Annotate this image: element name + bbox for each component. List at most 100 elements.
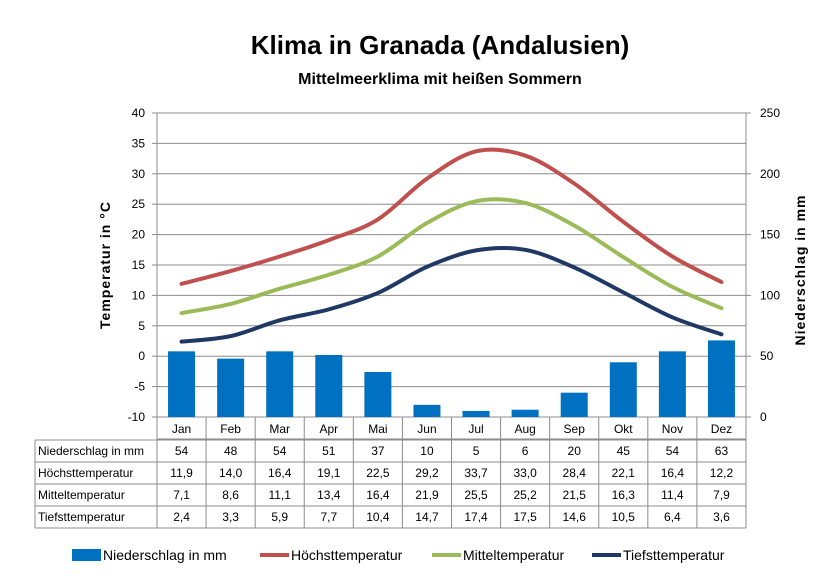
table-cell: 16,4 [268, 466, 292, 480]
left-tick-label: 25 [132, 197, 146, 211]
month-label: Jun [417, 422, 436, 436]
right-axis-title: Niederschlag in mm [792, 194, 808, 345]
table-cell: 10 [420, 444, 434, 458]
temperature-lines [179, 147, 724, 344]
table-cell: 14,0 [219, 466, 243, 480]
data-table: Jan Feb Mar Apr Mai Jun Jul Aug Sep Okt Nov Dez Nied… [34, 417, 747, 529]
right-tick-label: 250 [760, 106, 780, 120]
precipitation-bar [364, 372, 392, 417]
left-tick-label: 0 [138, 349, 145, 363]
month-label: Nov [662, 422, 683, 436]
left-tick-label: 5 [138, 319, 145, 333]
table-cell: 22,5 [366, 466, 390, 480]
left-axis-title: Temperatur in °C [97, 201, 113, 329]
table-cell: 37 [371, 444, 385, 458]
month-label: Apr [319, 422, 338, 436]
month-label: Jan [172, 422, 191, 436]
mitteltemperatur-line [179, 197, 724, 316]
table-cell: 21,9 [415, 488, 439, 502]
precipitation-bars [168, 340, 735, 417]
right-tick-label: 50 [760, 349, 774, 363]
table-row-label: Höchsttemperatur [38, 466, 133, 480]
table-cell: 6 [522, 444, 529, 458]
legend-swatch [72, 549, 101, 561]
left-tick-label: 10 [132, 288, 146, 302]
table-cell: 10,4 [366, 510, 390, 524]
table-cell: 54 [666, 444, 680, 458]
table-cell: 54 [175, 444, 189, 458]
month-label: Sep [564, 422, 586, 436]
month-label: Mai [368, 422, 387, 436]
table-cell: 16,4 [366, 488, 390, 502]
left-tick-label: -5 [134, 380, 145, 394]
hoechsttemperatur-line [179, 147, 724, 286]
precipitation-bar [168, 351, 196, 417]
precipitation-bar [511, 409, 539, 417]
legend-label: Niederschlag in mm [103, 547, 227, 563]
legend-label: Mitteltemperatur [463, 547, 564, 563]
table-cell: 21,5 [563, 488, 587, 502]
table-cell: 10,5 [612, 510, 636, 524]
table-cell: 17,4 [464, 510, 488, 524]
left-tick-label: 15 [132, 258, 146, 272]
table-cell: 25,2 [513, 488, 537, 502]
table-cell: 7,7 [320, 510, 337, 524]
right-tick-label: 150 [760, 228, 780, 242]
right-tick-label: 0 [760, 410, 767, 424]
month-label: Aug [514, 422, 535, 436]
table-cell: 16,4 [661, 466, 685, 480]
precipitation-bar [560, 392, 588, 417]
table-cell: 14,6 [563, 510, 587, 524]
table-cell: 48 [224, 444, 238, 458]
table-cell: 2,4 [173, 510, 190, 524]
precipitation-bar [217, 358, 245, 417]
table-cell: 13,4 [317, 488, 341, 502]
table-cell: 29,2 [415, 466, 439, 480]
precipitation-bar [413, 404, 441, 417]
table-cell: 11,1 [268, 488, 291, 502]
precipitation-bar [315, 354, 343, 417]
legend-label: Tiefsttemperatur [623, 547, 725, 563]
left-tick-label: 20 [132, 228, 146, 242]
table-cell: 45 [617, 444, 631, 458]
precipitation-bar [609, 362, 637, 417]
table-cell: 33,7 [464, 466, 488, 480]
table-cell: 11,9 [170, 466, 193, 480]
chart-title: Klima in Granada (Andalusien) [250, 30, 630, 60]
table-row-label: Mitteltemperatur [38, 488, 125, 502]
table-cell: 5 [473, 444, 480, 458]
table-cell: 51 [322, 444, 336, 458]
precipitation-bar [266, 351, 294, 417]
left-tick-label: 35 [132, 136, 146, 150]
table-cell: 14,7 [415, 510, 439, 524]
precipitation-bar [658, 351, 686, 417]
left-tick-label: 30 [132, 167, 146, 181]
table-cell: 16,3 [612, 488, 636, 502]
precipitation-bar [462, 410, 490, 417]
table-cell: 6,4 [664, 510, 681, 524]
table-cell: 5,9 [271, 510, 288, 524]
legend: Niederschlag in mm Höchsttemperatur Mittel… [72, 547, 725, 563]
table-cell: 12,2 [710, 466, 734, 480]
precipitation-bar [707, 340, 735, 417]
table-cell: 63 [715, 444, 729, 458]
month-label: Dez [711, 422, 732, 436]
table-cell: 33,0 [513, 466, 537, 480]
table-cell: 3,3 [222, 510, 239, 524]
chart-subtitle: Mittelmeerklima mit heißen Sommern [298, 71, 582, 88]
month-label: Feb [220, 422, 241, 436]
table-cell: 8,6 [222, 488, 239, 502]
left-tick-label: 40 [132, 106, 146, 120]
table-cell: 11,4 [661, 488, 684, 502]
tiefsttemperatur-line [179, 245, 724, 344]
table-cell: 7,1 [173, 488, 190, 502]
table-cell: 54 [273, 444, 287, 458]
table-row-label: Niederschlag in mm [38, 444, 144, 458]
left-tick-label: -10 [128, 410, 146, 424]
legend-label: Höchsttemperatur [291, 547, 403, 563]
month-label: Jul [468, 422, 483, 436]
table-row-label: Tiefsttemperatur [38, 510, 125, 524]
table-cell: 22,1 [612, 466, 636, 480]
table-cell: 7,9 [713, 488, 730, 502]
